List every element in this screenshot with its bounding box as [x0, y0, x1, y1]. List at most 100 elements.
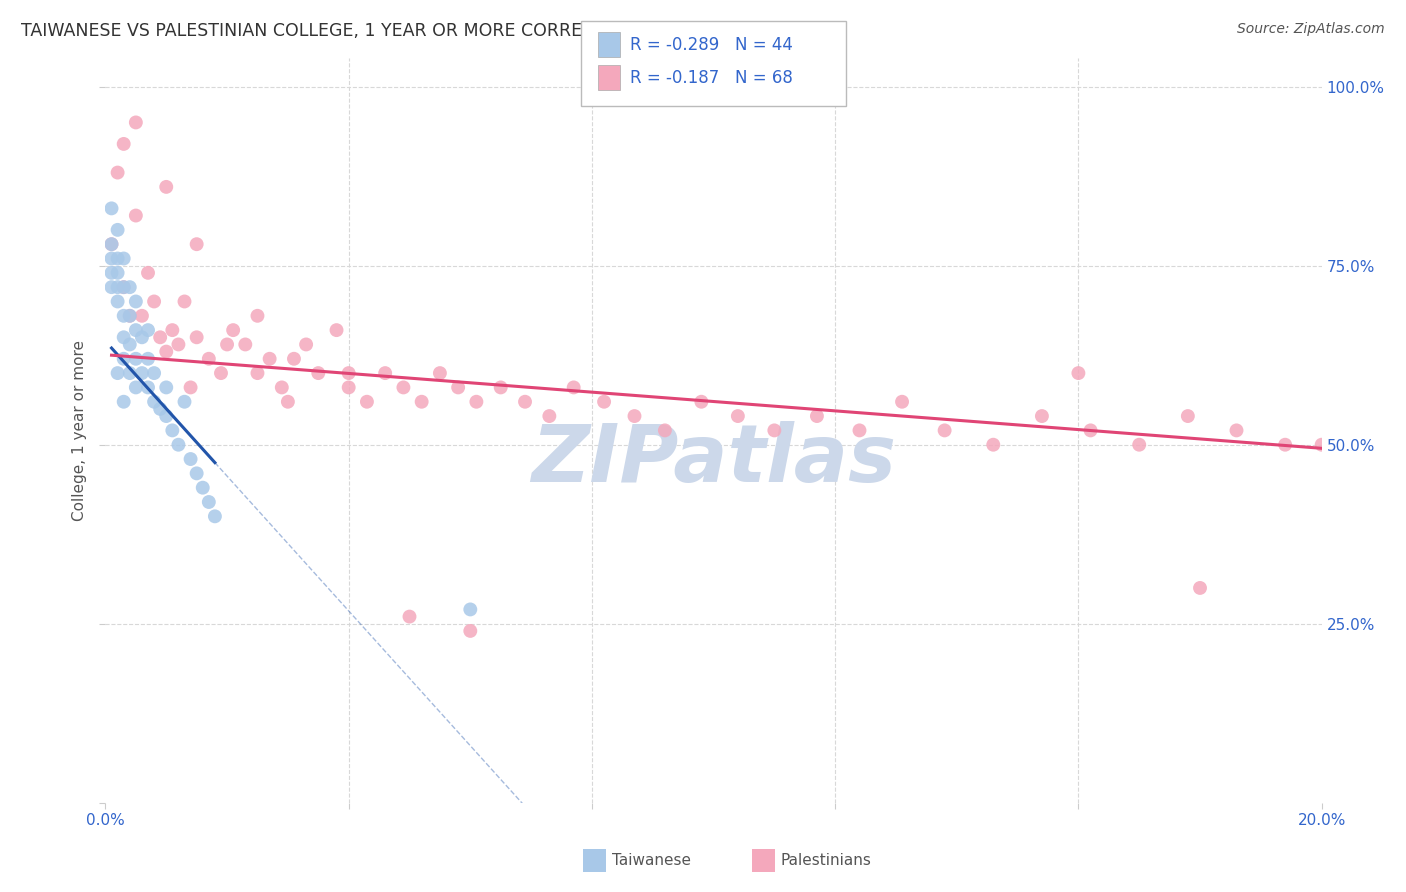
Point: [981, 438, 1004, 452]
Point: [112, 394, 135, 409]
Point: [131, 330, 153, 344]
Point: [107, 223, 129, 237]
Point: [623, 409, 645, 423]
Point: [107, 252, 129, 266]
Point: [100, 280, 122, 294]
Point: [107, 280, 129, 294]
Point: [136, 323, 159, 337]
Point: [513, 394, 536, 409]
Point: [392, 380, 415, 394]
Point: [222, 323, 245, 337]
Point: [173, 294, 195, 309]
Point: [191, 481, 214, 495]
Point: [307, 366, 329, 380]
Point: [562, 380, 585, 394]
Point: [131, 309, 153, 323]
Point: [112, 330, 135, 344]
Point: [143, 394, 166, 409]
Point: [149, 330, 172, 344]
Point: [593, 394, 616, 409]
Point: [112, 351, 135, 366]
Point: [112, 280, 135, 294]
Point: [186, 330, 208, 344]
Point: [125, 351, 148, 366]
Point: [167, 337, 190, 351]
Y-axis label: College, 1 year or more: College, 1 year or more: [72, 340, 87, 521]
Point: [1274, 438, 1296, 452]
Point: [654, 424, 676, 438]
Point: [1031, 409, 1053, 423]
Point: [217, 337, 239, 351]
Point: [727, 409, 749, 423]
Point: [1188, 581, 1211, 595]
Point: [277, 394, 299, 409]
Point: [112, 309, 135, 323]
Point: [198, 351, 221, 366]
Point: [100, 237, 122, 252]
Point: [125, 209, 148, 223]
Point: [934, 424, 956, 438]
Point: [325, 323, 347, 337]
Point: [155, 380, 177, 394]
Text: TAIWANESE VS PALESTINIAN COLLEGE, 1 YEAR OR MORE CORRELATION CHART: TAIWANESE VS PALESTINIAN COLLEGE, 1 YEAR…: [21, 22, 710, 40]
Point: [1177, 409, 1199, 423]
Point: [118, 366, 141, 380]
Point: [259, 351, 281, 366]
Point: [118, 337, 141, 351]
Point: [143, 294, 166, 309]
Point: [198, 495, 221, 509]
Point: [100, 237, 122, 252]
Point: [458, 602, 481, 616]
Point: [162, 424, 184, 438]
Point: [155, 180, 177, 194]
Point: [763, 424, 786, 438]
Point: [100, 266, 122, 280]
Text: Taiwanese: Taiwanese: [612, 854, 690, 868]
Point: [136, 266, 159, 280]
Point: [107, 294, 129, 309]
Point: [162, 323, 184, 337]
Point: [447, 380, 470, 394]
Point: [186, 467, 208, 481]
Point: [246, 366, 269, 380]
Text: R = -0.187   N = 68: R = -0.187 N = 68: [630, 69, 793, 87]
Point: [465, 394, 488, 409]
Point: [167, 438, 190, 452]
Point: [1067, 366, 1090, 380]
Point: [180, 380, 202, 394]
Point: [118, 309, 141, 323]
Point: [283, 351, 305, 366]
Point: [125, 323, 148, 337]
Point: [295, 337, 318, 351]
Point: [112, 280, 135, 294]
Point: [458, 624, 481, 638]
Text: Palestinians: Palestinians: [780, 854, 872, 868]
Point: [1225, 424, 1247, 438]
Point: [429, 366, 451, 380]
Point: [100, 202, 122, 216]
Point: [337, 380, 360, 394]
Point: [125, 115, 148, 129]
Point: [246, 309, 269, 323]
Point: [112, 136, 135, 151]
Point: [806, 409, 828, 423]
Point: [118, 280, 141, 294]
Point: [136, 351, 159, 366]
Point: [125, 380, 148, 394]
Point: [136, 380, 159, 394]
Point: [356, 394, 378, 409]
Point: [1128, 438, 1150, 452]
Point: [489, 380, 512, 394]
Point: [173, 394, 195, 409]
Point: [690, 394, 713, 409]
Point: [112, 252, 135, 266]
Point: [155, 344, 177, 359]
Point: [1310, 438, 1333, 452]
Point: [155, 409, 177, 423]
Point: [107, 366, 129, 380]
Point: [125, 294, 148, 309]
Point: [143, 366, 166, 380]
Point: [848, 424, 870, 438]
Point: [398, 609, 420, 624]
Point: [233, 337, 256, 351]
